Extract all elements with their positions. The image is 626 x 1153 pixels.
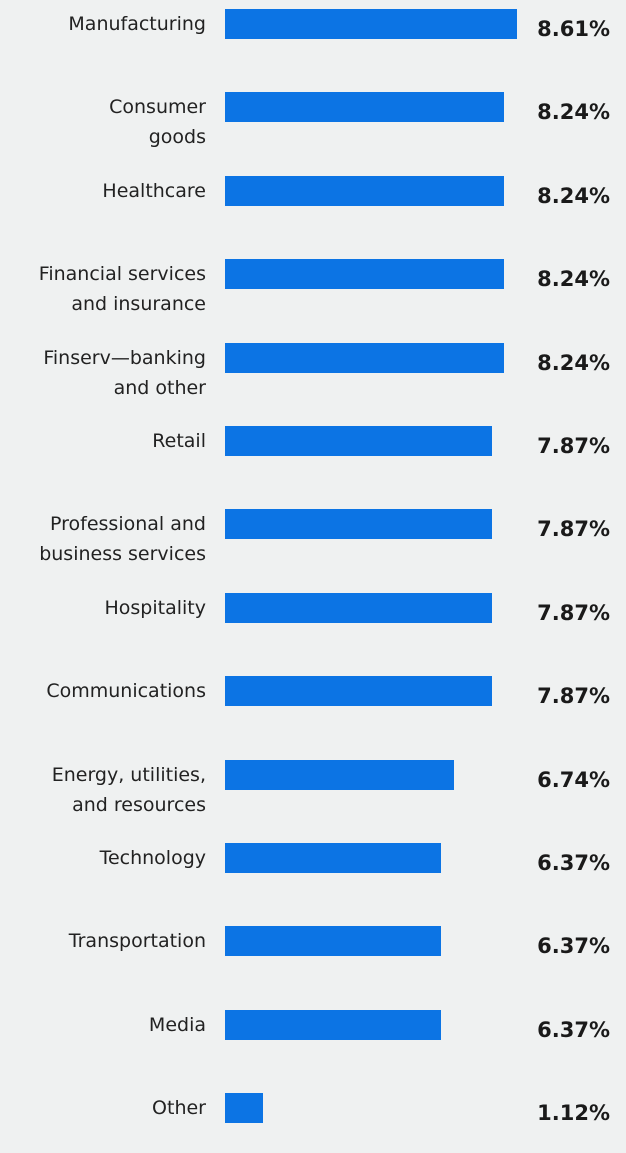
value-label: 8.61% (537, 17, 610, 41)
bar (225, 9, 517, 39)
bar-row: Hospitality 7.87% (0, 592, 626, 653)
bar-row: Transportation 6.37% (0, 926, 626, 986)
bar-row: Retail 7.87% (0, 426, 626, 486)
category-label: Manufacturing (68, 13, 206, 35)
bar (225, 92, 505, 123)
bar-row: Media 6.37% (0, 1009, 626, 1070)
bar-row: Other 1.12% (0, 1093, 626, 1153)
bar-row: Consumer goods 8.24% (0, 92, 626, 152)
value-label: 6.37% (537, 851, 610, 875)
category-label: Other (152, 1097, 206, 1120)
value-label: 7.87% (537, 517, 610, 542)
bar (225, 426, 492, 456)
bar (225, 509, 492, 540)
value-label: 6.37% (537, 1017, 610, 1042)
category-label: Financial services and insurance (38, 263, 206, 316)
bar-row: Technology 6.37% (0, 843, 626, 903)
value-label: 7.87% (537, 600, 610, 625)
category-label: Hospitality (104, 596, 207, 619)
category-label: Transportation (68, 930, 206, 953)
bar (225, 1093, 263, 1124)
bar-row: Healthcare 8.24% (0, 175, 626, 236)
value-label: 1.12% (537, 1101, 610, 1126)
category-label: Media (148, 1013, 206, 1036)
category-label: Technology (99, 847, 206, 869)
value-label: 7.87% (537, 684, 610, 709)
value-label: 8.24% (537, 267, 610, 292)
category-label: Energy, utilities, and resources (51, 763, 206, 816)
bar (225, 1009, 442, 1040)
category-label: Finserv—banking and other (43, 346, 206, 399)
bar-row: Financial services and insurance 8.24% (0, 259, 626, 319)
bar-chart: Manufacturing 8.61% Consumer goods 8.24% Hea… (0, 9, 626, 1125)
bar-row: Communications 7.87% (0, 676, 626, 736)
category-label: Communications (46, 680, 206, 703)
bar (225, 592, 492, 623)
bar-row: Professional and business services 7.87% (0, 509, 626, 569)
bar (225, 676, 492, 707)
bar (225, 926, 442, 957)
value-label: 8.24% (537, 183, 610, 208)
value-label: 6.37% (537, 934, 610, 959)
bar-row: Finserv—banking and other 8.24% (0, 342, 626, 403)
value-label: 8.24% (537, 350, 610, 375)
value-label: 7.87% (537, 434, 610, 458)
category-label: Retail (152, 430, 206, 452)
bar (225, 843, 442, 873)
bar (225, 759, 454, 790)
category-label: Professional and business services (39, 513, 206, 566)
bar-row: Energy, utilities, and resources 6.74% (0, 759, 626, 820)
bar (225, 175, 505, 206)
category-label: Consumer goods (109, 96, 206, 149)
category-label: Healthcare (102, 179, 206, 202)
value-label: 8.24% (537, 100, 610, 125)
value-label: 6.74% (537, 767, 610, 792)
bar-row: Manufacturing 8.61% (0, 9, 626, 69)
bar (225, 342, 505, 373)
bar (225, 259, 505, 290)
